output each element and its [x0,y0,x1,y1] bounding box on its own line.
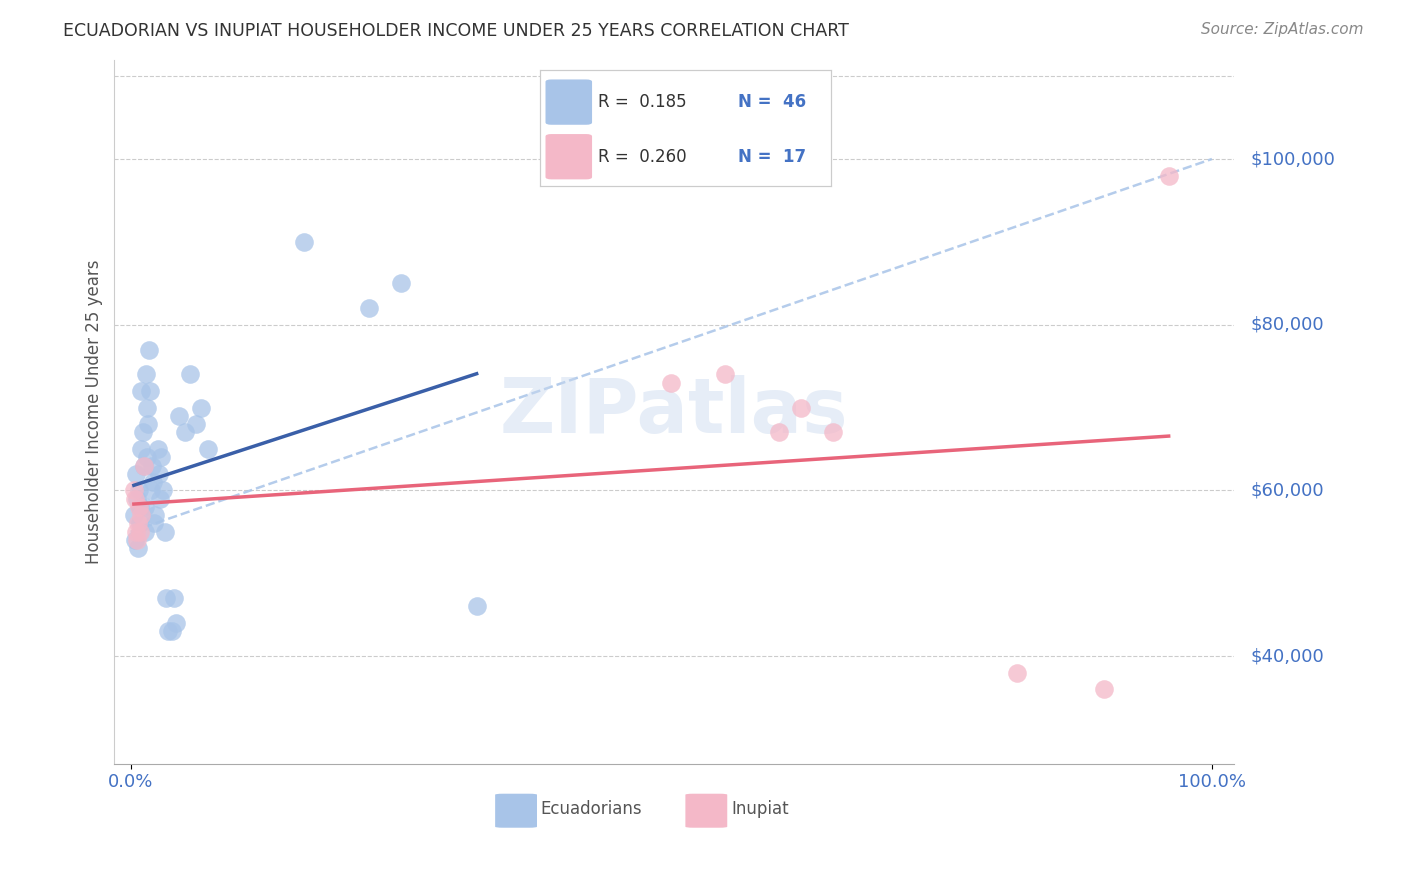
Point [132,458,155,473]
Point [768,425,790,440]
Point [127,491,149,506]
Point [127,541,149,556]
Point [131,508,153,523]
Point [135,368,157,382]
Point [165,615,187,630]
Point [122,508,145,523]
Point [122,483,145,498]
Point [714,368,737,382]
Point [197,442,219,456]
Text: Source: ZipAtlas.com: Source: ZipAtlas.com [1201,22,1364,37]
Text: $80,000: $80,000 [1250,316,1324,334]
Point [173,425,195,440]
Point [1157,169,1180,183]
Point [141,458,163,473]
Point [142,475,165,489]
Point [155,591,177,605]
Point [127,516,149,531]
Point [131,442,153,456]
Point [389,277,412,291]
Point [125,467,148,481]
Point [134,524,156,539]
Point [127,533,149,547]
Point [141,483,163,498]
Point [465,599,488,614]
Point [128,500,150,514]
Point [124,533,146,547]
Point [139,384,162,398]
Point [184,417,207,431]
Point [124,491,146,506]
Point [169,409,191,423]
Text: $100,000: $100,000 [1250,150,1336,168]
Point [138,343,160,357]
Text: $40,000: $40,000 [1250,647,1324,665]
Point [149,491,172,506]
Point [790,401,813,415]
Point [149,450,172,465]
Point [135,401,157,415]
Text: $60,000: $60,000 [1250,482,1324,500]
Point [128,483,150,498]
Point [357,301,380,315]
Point [135,450,157,465]
Point [125,524,148,539]
Point [160,624,183,639]
Point [190,401,212,415]
Point [148,467,170,481]
Text: ZIPatlas: ZIPatlas [499,375,848,449]
Point [136,417,159,431]
Point [146,442,169,456]
Point [292,235,315,249]
Point [129,524,152,539]
Y-axis label: Householder Income Under 25 years: Householder Income Under 25 years [86,260,103,564]
Point [179,368,201,382]
Point [131,425,153,440]
Point [1092,682,1115,697]
Text: ECUADORIAN VS INUPIAT HOUSEHOLDER INCOME UNDER 25 YEARS CORRELATION CHART: ECUADORIAN VS INUPIAT HOUSEHOLDER INCOME… [63,22,849,40]
Point [129,516,152,531]
Point [131,384,153,398]
Point [152,483,174,498]
Point [145,508,167,523]
Point [823,425,845,440]
Point [129,500,152,514]
Point [134,500,156,514]
Point [1007,665,1029,680]
Point [157,624,180,639]
Point [132,458,155,473]
Point [163,591,186,605]
Point [659,376,682,390]
Point [155,524,177,539]
Point [143,516,166,531]
